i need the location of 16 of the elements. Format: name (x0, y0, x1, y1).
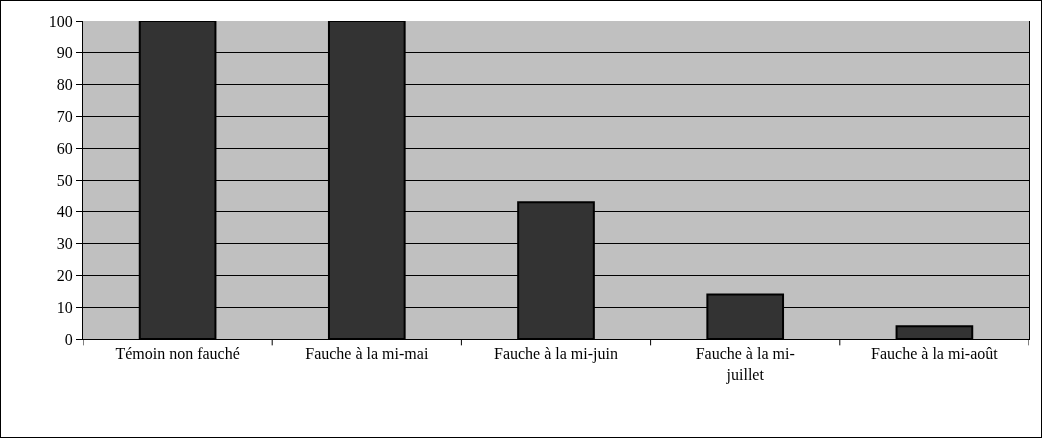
y-tick-label: 0 (64, 330, 73, 348)
x-tick-label: Fauche à la mi-juillet (695, 345, 795, 384)
x-tick-label: Témoin non fauché (115, 345, 240, 363)
y-tick-label: 40 (56, 203, 73, 221)
x-tick-label: Fauche à la mi-mai (305, 345, 429, 363)
y-tick-label: 90 (56, 44, 73, 62)
y-tick-label: 10 (56, 298, 73, 316)
y-tick-label: 50 (56, 171, 73, 189)
y-tick-label: 80 (56, 76, 73, 94)
x-tick-label: Fauche à la mi-juin (494, 345, 618, 364)
y-tick-label: 70 (56, 108, 73, 125)
y-tick-label: 100 (48, 12, 73, 30)
y-tick-label: 60 (56, 139, 73, 157)
y-tick-label: 30 (56, 235, 73, 253)
x-tick-label: Fauche à la mi-août (871, 345, 999, 363)
y-tick-label: 20 (56, 267, 73, 284)
